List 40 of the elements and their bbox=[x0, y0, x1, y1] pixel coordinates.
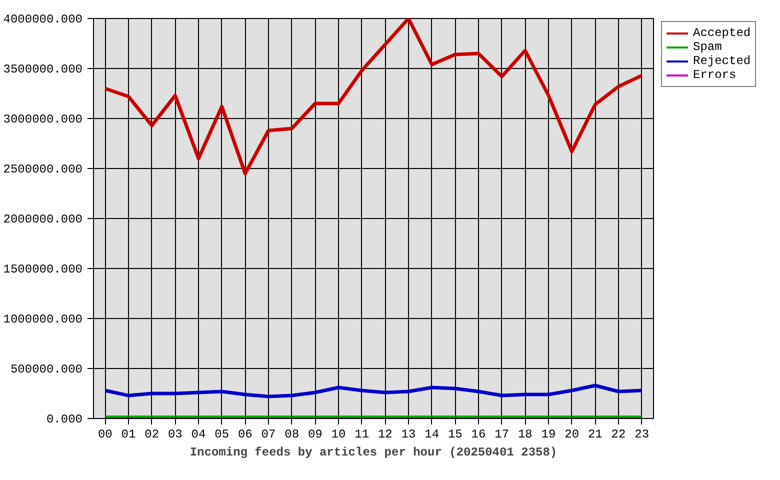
y-tick-label: 3000000.000 bbox=[3, 112, 83, 126]
x-tick-label: 16 bbox=[471, 428, 486, 442]
x-tick-label: 23 bbox=[634, 428, 650, 442]
x-tick-label: 17 bbox=[494, 428, 510, 442]
y-tick-label: 2500000.000 bbox=[3, 162, 83, 176]
legend-label: Accepted bbox=[693, 26, 751, 40]
y-tick-label: 1000000.000 bbox=[3, 312, 83, 326]
y-tick-label: 0.000 bbox=[46, 412, 83, 426]
x-tick-label: 00 bbox=[98, 428, 112, 442]
x-axis-title: Incoming feeds by articles per hour (20250401 2358) bbox=[190, 446, 558, 460]
x-tick-label: 20 bbox=[564, 428, 580, 442]
line-series bbox=[103, 384, 644, 398]
x-tick-label: 12 bbox=[378, 428, 392, 442]
y-tick-label: 2000000.000 bbox=[3, 212, 83, 226]
x-tick-label: 08 bbox=[284, 428, 300, 442]
legend-label: Rejected bbox=[693, 54, 751, 68]
x-tick-label: 11 bbox=[354, 428, 370, 442]
x-tick-label: 19 bbox=[541, 428, 556, 442]
legend-label: Errors bbox=[693, 68, 736, 82]
x-tick-label: 13 bbox=[401, 428, 416, 442]
x-tick-label: 18 bbox=[518, 428, 532, 442]
legend-label: Spam bbox=[693, 40, 722, 54]
x-tick-label: 21 bbox=[588, 428, 602, 442]
x-tick-label: 06 bbox=[238, 428, 252, 442]
y-tick-label: 500000.000 bbox=[10, 362, 83, 376]
x-tick-label: 02 bbox=[144, 428, 160, 442]
y-tick-label: 3500000.000 bbox=[3, 62, 83, 76]
x-tick-label: 10 bbox=[331, 428, 346, 442]
x-tick-label: 09 bbox=[308, 428, 322, 442]
x-tick-label: 14 bbox=[424, 428, 440, 442]
x-tick-label: 05 bbox=[214, 428, 230, 442]
x-tick-label: 15 bbox=[448, 428, 462, 442]
x-tick-label: 04 bbox=[191, 428, 206, 442]
x-tick-label: 07 bbox=[261, 428, 276, 442]
y-tick-label: 4000000.000 bbox=[3, 12, 83, 26]
line-series bbox=[103, 18, 644, 176]
x-tick-label: 22 bbox=[611, 428, 626, 442]
x-tick-label: 01 bbox=[121, 428, 136, 442]
x-tick-label: 03 bbox=[168, 428, 182, 442]
y-tick-label: 1500000.000 bbox=[3, 262, 83, 276]
